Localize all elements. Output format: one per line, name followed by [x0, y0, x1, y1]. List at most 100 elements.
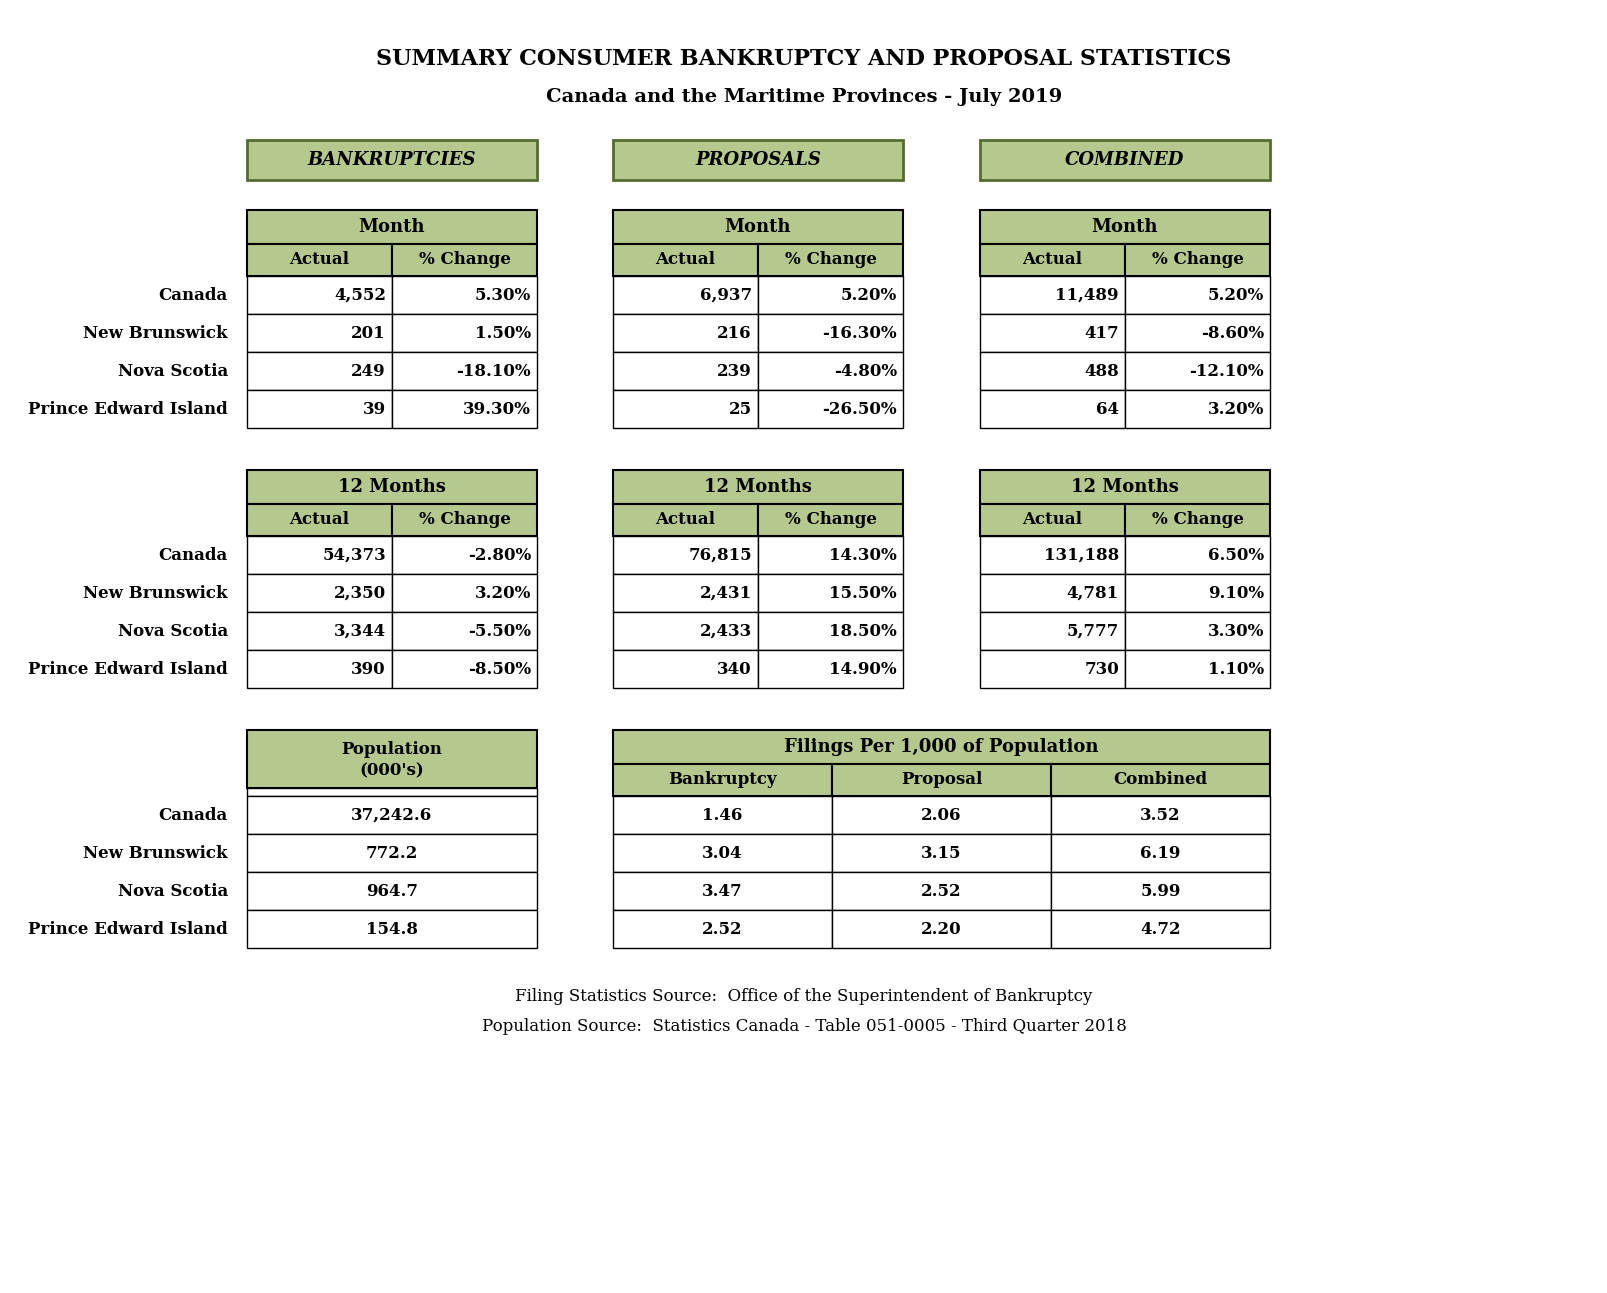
- Bar: [979, 275, 1125, 314]
- Text: Actual: Actual: [289, 252, 349, 269]
- Bar: [1125, 504, 1270, 537]
- Bar: [392, 244, 537, 275]
- Text: Actual: Actual: [1022, 252, 1082, 269]
- Text: 3.15: 3.15: [921, 844, 961, 861]
- Bar: [979, 140, 1270, 180]
- Bar: [612, 244, 757, 275]
- Bar: [612, 910, 831, 948]
- Bar: [831, 764, 1051, 796]
- Text: New Brunswick: New Brunswick: [84, 584, 228, 601]
- Text: Nova Scotia: Nova Scotia: [117, 362, 228, 380]
- Bar: [392, 275, 537, 314]
- Bar: [1051, 871, 1270, 910]
- Text: Canada: Canada: [159, 807, 228, 824]
- Bar: [757, 244, 903, 275]
- Text: -16.30%: -16.30%: [821, 325, 897, 341]
- Text: 6.19: 6.19: [1139, 844, 1180, 861]
- Bar: [392, 537, 537, 574]
- Text: 249: 249: [352, 362, 386, 380]
- Bar: [247, 910, 537, 948]
- Bar: [612, 209, 903, 244]
- Bar: [612, 650, 757, 688]
- Text: 25: 25: [728, 401, 752, 418]
- Bar: [612, 574, 757, 612]
- Text: Canada: Canada: [159, 547, 228, 564]
- Text: 3.20%: 3.20%: [1207, 401, 1263, 418]
- Text: 9.10%: 9.10%: [1207, 584, 1263, 601]
- Bar: [831, 910, 1051, 948]
- Text: 18.50%: 18.50%: [829, 622, 897, 640]
- Bar: [612, 140, 903, 180]
- Text: % Change: % Change: [418, 252, 509, 269]
- Bar: [757, 574, 903, 612]
- Bar: [757, 390, 903, 428]
- Bar: [1125, 390, 1270, 428]
- Bar: [247, 871, 537, 910]
- Text: -8.60%: -8.60%: [1200, 325, 1263, 341]
- Text: Month: Month: [725, 219, 791, 237]
- Text: Nova Scotia: Nova Scotia: [117, 622, 228, 640]
- Bar: [612, 871, 831, 910]
- Text: PROPOSALS: PROPOSALS: [694, 151, 821, 169]
- Bar: [247, 574, 392, 612]
- Text: 1.10%: 1.10%: [1207, 661, 1263, 678]
- Text: 340: 340: [717, 661, 752, 678]
- Bar: [1051, 834, 1270, 871]
- Text: New Brunswick: New Brunswick: [84, 844, 228, 861]
- Bar: [979, 574, 1125, 612]
- Text: 5.20%: 5.20%: [1207, 287, 1263, 304]
- Text: -4.80%: -4.80%: [834, 362, 897, 380]
- Text: 4.72: 4.72: [1139, 921, 1180, 937]
- Text: 2,431: 2,431: [699, 584, 752, 601]
- Bar: [757, 504, 903, 537]
- Bar: [757, 537, 903, 574]
- Text: 12 Months: 12 Months: [337, 478, 445, 497]
- Text: 5.20%: 5.20%: [840, 287, 897, 304]
- Text: 3.30%: 3.30%: [1207, 622, 1263, 640]
- Bar: [1125, 352, 1270, 390]
- Text: % Change: % Change: [1151, 252, 1242, 269]
- Bar: [392, 650, 537, 688]
- Bar: [612, 612, 757, 650]
- Bar: [247, 244, 392, 275]
- Text: Prince Edward Island: Prince Edward Island: [29, 661, 228, 678]
- Text: 239: 239: [717, 362, 752, 380]
- Text: 3.04: 3.04: [702, 844, 742, 861]
- Bar: [1125, 537, 1270, 574]
- Bar: [247, 537, 392, 574]
- Text: BANKRUPTCIES: BANKRUPTCIES: [307, 151, 476, 169]
- Text: Canada and the Maritime Provinces - July 2019: Canada and the Maritime Provinces - July…: [545, 88, 1062, 106]
- Bar: [612, 314, 757, 352]
- Text: % Change: % Change: [1151, 512, 1242, 529]
- Text: COMBINED: COMBINED: [1065, 151, 1184, 169]
- Bar: [247, 469, 537, 504]
- Bar: [247, 650, 392, 688]
- Text: 12 Months: 12 Months: [1070, 478, 1178, 497]
- Bar: [979, 314, 1125, 352]
- Bar: [612, 504, 757, 537]
- Bar: [247, 731, 537, 787]
- Text: 216: 216: [717, 325, 752, 341]
- Bar: [612, 469, 903, 504]
- Bar: [979, 469, 1270, 504]
- Text: % Change: % Change: [418, 512, 509, 529]
- Bar: [392, 504, 537, 537]
- Text: 54,373: 54,373: [321, 547, 386, 564]
- Bar: [1051, 764, 1270, 796]
- Bar: [1125, 650, 1270, 688]
- Bar: [1051, 910, 1270, 948]
- Text: 76,815: 76,815: [688, 547, 752, 564]
- Text: Population: Population: [341, 741, 442, 758]
- Bar: [247, 140, 537, 180]
- Bar: [831, 834, 1051, 871]
- Bar: [979, 352, 1125, 390]
- Bar: [1125, 244, 1270, 275]
- Bar: [831, 871, 1051, 910]
- Bar: [612, 796, 831, 834]
- Text: 488: 488: [1083, 362, 1118, 380]
- Text: % Change: % Change: [784, 252, 876, 269]
- Bar: [831, 796, 1051, 834]
- Text: 1.50%: 1.50%: [474, 325, 530, 341]
- Bar: [612, 764, 831, 796]
- Text: 131,188: 131,188: [1043, 547, 1118, 564]
